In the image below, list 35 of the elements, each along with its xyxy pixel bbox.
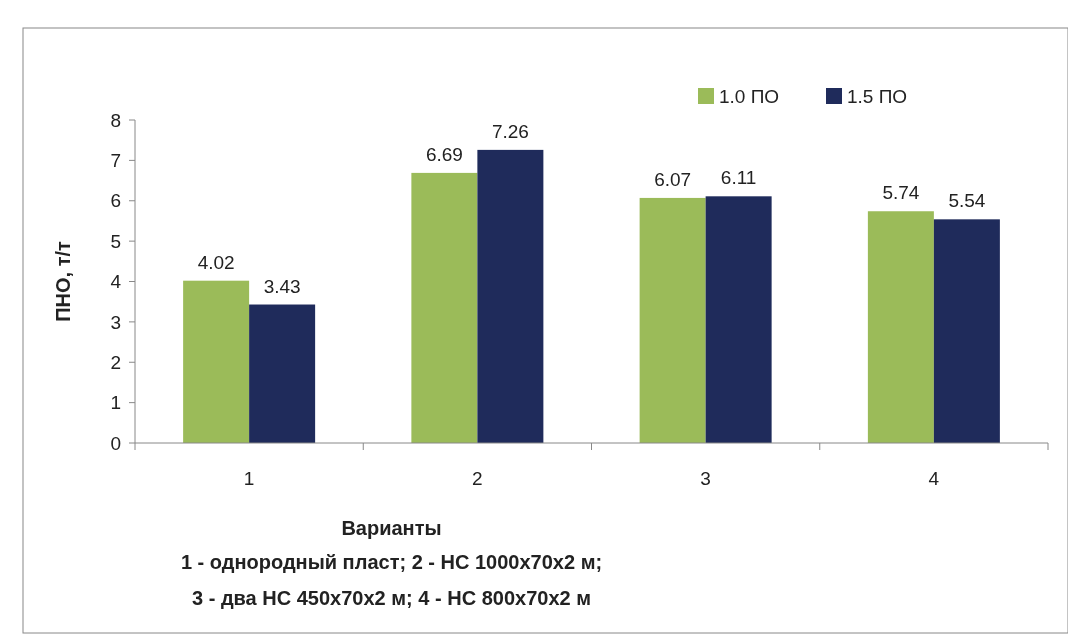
y-tick-label: 0 xyxy=(110,432,121,454)
bar xyxy=(411,172,478,443)
y-tick-label: 8 xyxy=(110,109,121,131)
y-tick-label: 4 xyxy=(110,271,122,293)
y-tick-label: 5 xyxy=(110,230,121,252)
data-label: 4.02 xyxy=(197,251,235,273)
bar xyxy=(933,219,1000,443)
data-label: 3.43 xyxy=(263,275,301,297)
bar xyxy=(867,211,934,443)
bar xyxy=(705,196,772,443)
data-label: 5.74 xyxy=(882,182,920,204)
bar xyxy=(639,197,706,443)
y-tick-label: 1 xyxy=(110,392,121,414)
legend-label: 1.5 ПО xyxy=(847,85,908,107)
bar xyxy=(249,304,316,443)
text: 1 - однородный пласт; 2 - НС 1000х70х2 м; xyxy=(180,551,603,573)
bar xyxy=(477,149,544,443)
data-label: 7.26 xyxy=(491,120,529,142)
data-label: 6.11 xyxy=(720,167,757,189)
x-tick-label: 3 xyxy=(700,468,711,489)
x-tick-label: 2 xyxy=(472,468,483,489)
data-label: 6.69 xyxy=(425,143,463,165)
y-axis-title: ПНО, т/т xyxy=(52,240,74,322)
legend-label: 1.0 ПО xyxy=(719,85,780,107)
data-label: 5.54 xyxy=(948,190,986,212)
y-tick-label: 2 xyxy=(110,351,121,373)
y-tick-label: 7 xyxy=(110,150,121,172)
x-tick-label: 1 xyxy=(243,468,255,489)
data-label: 6.07 xyxy=(654,168,692,190)
y-tick-label: 3 xyxy=(110,311,121,333)
text: 3 - два НС 450х70х2 м; 4 - НС 800х70х2 м xyxy=(192,587,591,609)
y-tick-label: 6 xyxy=(110,190,121,212)
bar xyxy=(183,280,250,443)
x-axis-title: Варианты xyxy=(341,517,442,539)
x-tick-label: 4 xyxy=(928,468,940,489)
